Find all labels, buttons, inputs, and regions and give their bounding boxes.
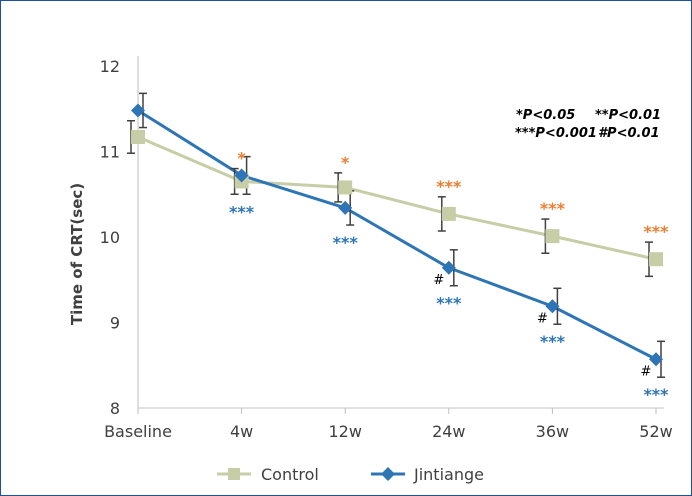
significance-marker-control: *** bbox=[540, 199, 566, 218]
data-point-jintiange bbox=[234, 168, 249, 183]
legend-control-label: Control bbox=[261, 465, 319, 484]
data-point-jintiange bbox=[545, 299, 560, 314]
x-tick-label: Baseline bbox=[104, 422, 172, 441]
hash-marker-jintiange: # bbox=[641, 364, 652, 379]
x-tick-label: 36w bbox=[536, 422, 569, 441]
significance-marker-control: * bbox=[237, 149, 246, 168]
hash-marker-jintiange: # bbox=[433, 273, 444, 288]
significance-marker-control: *** bbox=[436, 177, 462, 196]
data-point-control bbox=[338, 180, 353, 195]
hash-marker-jintiange: # bbox=[537, 311, 548, 326]
significance-marker-jintiange: *** bbox=[333, 233, 359, 252]
series-line-control bbox=[137, 135, 657, 261]
y-tick-label: 11 bbox=[100, 143, 120, 162]
significance-marker-jintiange: *** bbox=[436, 294, 462, 313]
data-point-jintiange bbox=[338, 200, 353, 215]
y-axis-title: Time of CRT(sec) bbox=[68, 183, 86, 325]
x-tick-label: 52w bbox=[639, 422, 672, 441]
y-tick-label: 12 bbox=[100, 57, 120, 76]
legend-control-marker bbox=[228, 468, 240, 480]
significance-marker-jintiange: *** bbox=[540, 332, 566, 351]
data-point-control bbox=[649, 252, 663, 267]
y-tick-label: 8 bbox=[110, 399, 120, 418]
data-point-jintiange bbox=[441, 260, 456, 275]
significance-marker-control: *** bbox=[643, 222, 669, 241]
legend-jintiange-marker bbox=[381, 467, 395, 481]
legend: Control Jintiange bbox=[217, 465, 484, 484]
x-tick-label: 12w bbox=[328, 422, 361, 441]
data-point-control bbox=[441, 206, 456, 221]
data-point-control bbox=[545, 229, 560, 244]
note-p005: *P<0.05 bbox=[516, 108, 575, 123]
data-point-jintiange bbox=[131, 103, 145, 118]
note-p001: **P<0.01 bbox=[595, 108, 661, 123]
significance-note: *P<0.05 **P<0.01 ***P<0.001 #P<0.01 bbox=[515, 108, 661, 141]
significance-marker-jintiange: *** bbox=[229, 202, 255, 221]
y-tick-label: 9 bbox=[110, 314, 120, 333]
x-tick-label: 24w bbox=[432, 422, 465, 441]
data-point-jintiange bbox=[649, 352, 663, 367]
note-p0001: ***P<0.001 bbox=[515, 126, 597, 141]
data-point-control bbox=[131, 129, 145, 144]
legend-jintiange-label: Jintiange bbox=[413, 465, 484, 484]
note-hash: #P<0.01 bbox=[598, 126, 660, 141]
x-tick-label: 4w bbox=[230, 422, 253, 441]
series-line-jintiange bbox=[137, 109, 657, 361]
y-tick-label: 10 bbox=[100, 228, 120, 247]
significance-marker-jintiange: *** bbox=[643, 385, 669, 404]
significance-marker-control: * bbox=[341, 153, 350, 172]
